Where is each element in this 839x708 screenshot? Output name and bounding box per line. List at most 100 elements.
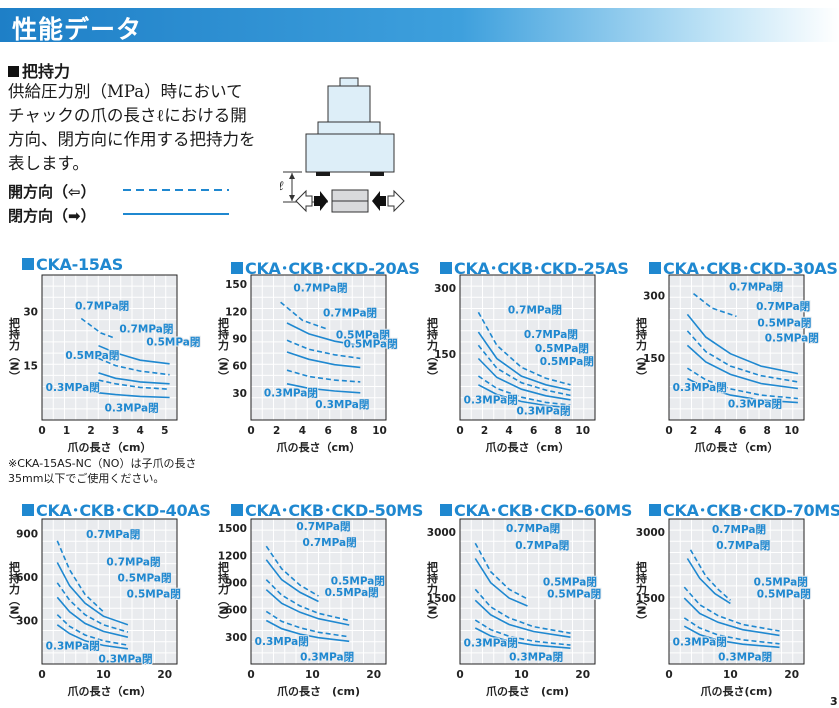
- series-line-solid: [56, 562, 129, 626]
- series-label: 0.3MPa閉: [673, 382, 727, 394]
- legend-close-label: 閉方向（➡）: [8, 207, 96, 225]
- x-tick-label: 0: [456, 669, 463, 681]
- x-tick-label: 0: [38, 669, 45, 681]
- series-line-dashed: [477, 311, 571, 386]
- series-label: 0.7MPa閉: [303, 537, 357, 549]
- chart-title: CKA･CKB･CKD-60MS: [440, 497, 632, 521]
- series-line-dashed: [477, 375, 571, 406]
- x-tick-label: 4: [505, 425, 512, 437]
- series-label: 0.7MPa閉: [712, 524, 766, 536]
- y-axis-label: 把持力（N）: [426, 560, 440, 626]
- series-label: 0.7MPa閉: [729, 282, 783, 294]
- series-label: 0.3MPa閉: [728, 399, 782, 411]
- chart-title-text: CKA-15AS: [36, 255, 123, 274]
- chart-title: CKA･CKB･CKD-20AS: [231, 255, 420, 279]
- series-label: 0.7MPa閉: [296, 521, 350, 533]
- series-line-solid: [56, 596, 129, 638]
- x-axis-label: 爪の長さ（cm）: [277, 441, 361, 454]
- series-line-solid: [474, 627, 571, 649]
- series-line-solid: [286, 383, 361, 394]
- series-label: 0.7MPa閉: [506, 523, 560, 535]
- x-axis-label: 爪の長さ（cm）: [68, 441, 152, 454]
- series-label: 0.3MPa閉: [98, 654, 152, 666]
- series-line-solid: [265, 619, 350, 643]
- y-tick-label: 900: [16, 529, 38, 541]
- y-axis-label: 把持力（N）: [217, 316, 231, 382]
- series-label: 0.3MPa閉: [300, 651, 354, 663]
- chart-title: CKA･CKB･CKD-40AS: [22, 497, 211, 521]
- y-tick-label: 15: [23, 361, 38, 373]
- y-axis-label: 把持力（N）: [8, 316, 22, 382]
- x-axis-label: 爪の長さ（cm）: [695, 441, 779, 454]
- series-label: 0.5MPa閉: [540, 356, 594, 368]
- x-tick-label: 8: [350, 425, 357, 437]
- x-tick-label: 20: [366, 669, 381, 681]
- series-line-solid: [265, 589, 350, 626]
- legend-open-label: 開方向（⇦）: [8, 183, 96, 201]
- series-label: 0.3MPa閉: [509, 651, 563, 663]
- square-bullet-icon: [231, 262, 243, 274]
- series-line-solid: [265, 559, 319, 603]
- chart-70ms: CKA･CKB･CKD-70MS 0 10 20 1500 3000 爪の長さ(cm) 把持…: [631, 497, 839, 708]
- x-tick-label: 20: [784, 669, 799, 681]
- series-line-dashed: [689, 549, 731, 601]
- y-tick-label: 120: [225, 306, 247, 318]
- dimension-label: ℓ: [280, 179, 284, 194]
- chart-title-text: CKA･CKB･CKD-20AS: [245, 259, 420, 278]
- plot-border: [668, 518, 805, 665]
- x-tick-label: 5: [161, 425, 168, 437]
- series-line-dashed: [56, 540, 104, 613]
- plot-border: [41, 274, 178, 421]
- series-line-solid: [98, 344, 170, 365]
- series-label: 0.5MPa閉: [146, 337, 200, 349]
- chart-title-text: CKA･CKB･CKD-60MS: [454, 501, 633, 520]
- y-tick-label: 300: [434, 283, 456, 295]
- series-line-dashed: [474, 588, 571, 634]
- series-line-dashed: [80, 317, 116, 340]
- grid: [251, 519, 386, 664]
- series-label: 0.5MPa閉: [757, 317, 811, 329]
- series-line-solid: [477, 331, 571, 391]
- square-bullet-icon: [22, 504, 34, 516]
- x-tick-label: 2: [273, 425, 280, 437]
- series-label: 0.3MPa閉: [464, 394, 518, 406]
- x-tick-label: 10: [96, 669, 111, 681]
- legend-close: 閉方向（➡）: [8, 205, 231, 226]
- y-tick-label: 150: [643, 353, 665, 365]
- x-tick-label: 6: [324, 425, 331, 437]
- x-tick-label: 2: [481, 425, 488, 437]
- x-tick-label: 10: [723, 669, 738, 681]
- y-tick-label: 600: [225, 605, 247, 617]
- x-tick-label: 10: [305, 669, 320, 681]
- plot-border: [250, 518, 387, 665]
- y-axis-label: 把持力（N）: [426, 316, 440, 382]
- x-tick-label: 20: [157, 669, 172, 681]
- series-line-solid: [477, 357, 571, 401]
- x-tick-label: 0: [665, 669, 672, 681]
- series-line-solid: [286, 322, 361, 347]
- series-label: 0.5MPa閉: [547, 589, 601, 601]
- chart-30as: CKA･CKB･CKD-30AS 0 2 4 6 8 10 150 300 爪の長さ（cm） 把持…: [631, 255, 838, 480]
- grid: [460, 275, 595, 420]
- series-line-solid: [56, 624, 129, 650]
- series-label: 0.3MPa閉: [315, 399, 369, 411]
- header-banner: 性能データ: [0, 8, 839, 44]
- y-tick-label: 1200: [218, 550, 247, 562]
- y-axis-label: 把持力（N）: [635, 316, 649, 382]
- y-tick-label: 1500: [427, 593, 456, 605]
- y-tick-label: 150: [434, 349, 456, 361]
- y-tick-label: 30: [232, 388, 247, 400]
- series-label: 0.7MPa閉: [508, 305, 562, 317]
- series-label: 0.3MPa閉: [264, 387, 318, 399]
- grid: [251, 275, 386, 420]
- series-line-dashed: [474, 542, 528, 600]
- series-label: 0.7MPa閉: [716, 540, 770, 552]
- chart-25as: CKA･CKB･CKD-25AS 0 2 4 6 8 10 150 300 爪の長さ（cm） 把持…: [422, 255, 629, 480]
- chart-20as: CKA･CKB･CKD-20AS 0 2 4 6 8 10 30 60 90 120 150 爪の長さ…: [213, 255, 420, 480]
- chart-cka-15as: CKA-15AS 0 1 2 3 4 5 15 30 爪の長さ（cm） 把持力（N） 0.7MPa閉…: [4, 255, 210, 480]
- y-tick-label: 900: [225, 577, 247, 589]
- series-line-dashed: [98, 357, 170, 376]
- x-tick-label: 10: [372, 425, 387, 437]
- section-heading-text: 把持力: [22, 62, 71, 81]
- series-label: 0.3MPa閉: [105, 402, 159, 414]
